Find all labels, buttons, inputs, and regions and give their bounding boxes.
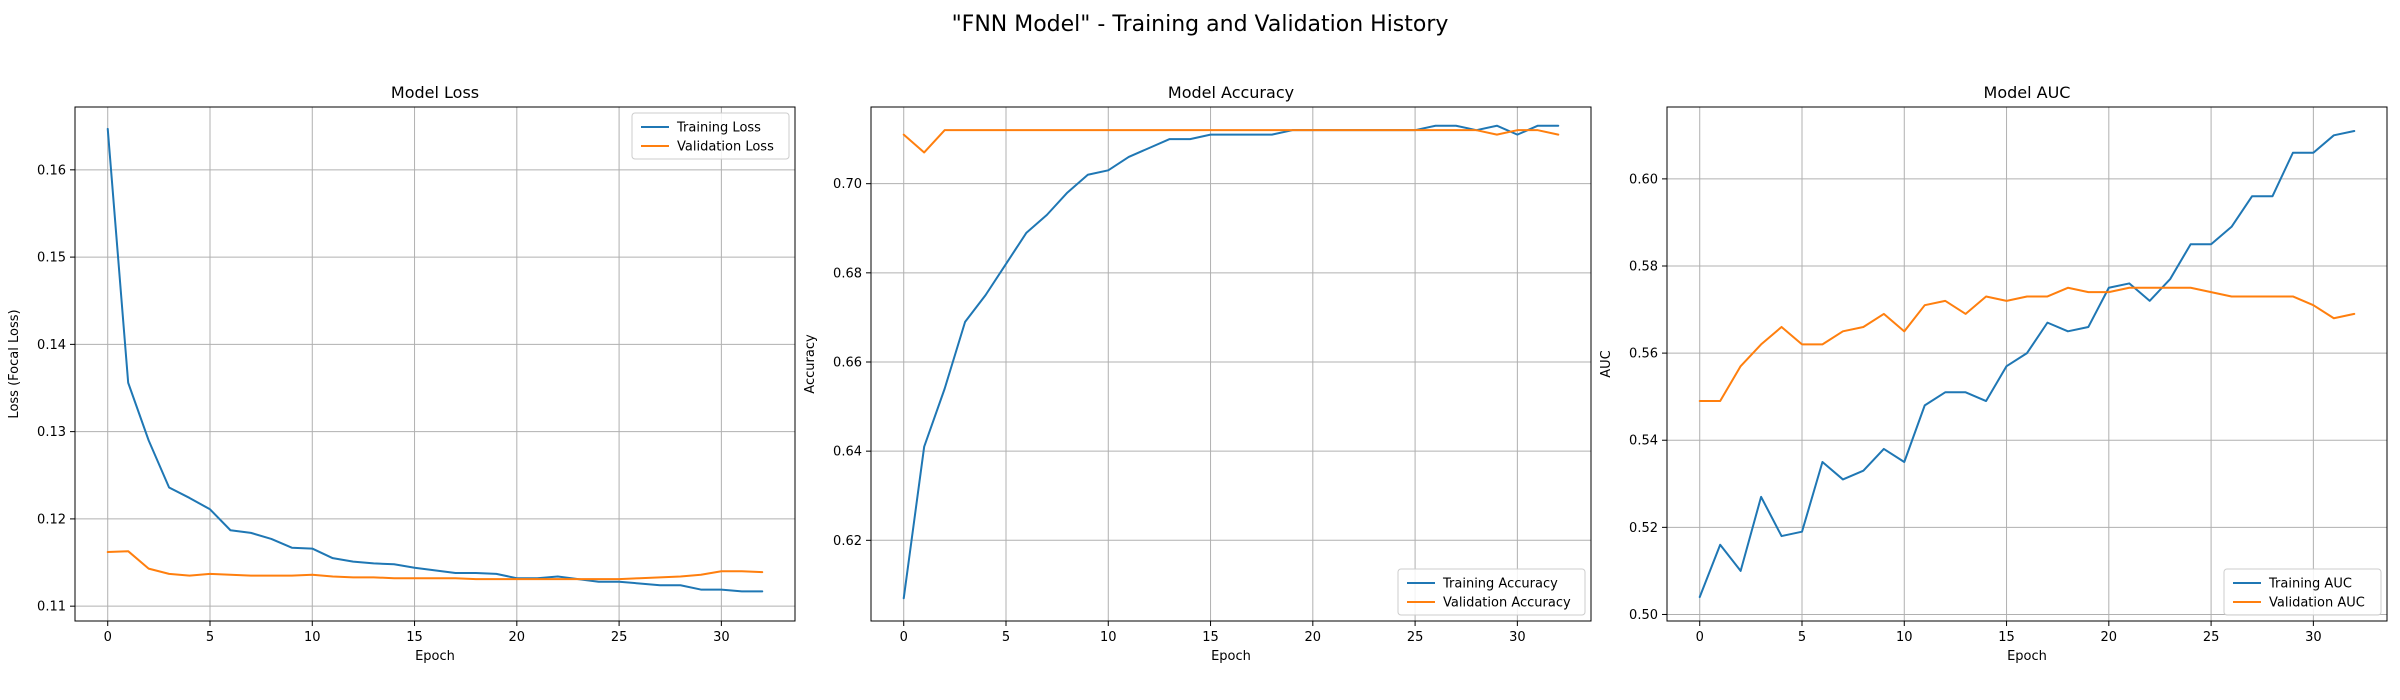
y-axis-label-auc: AUC: [1599, 350, 1614, 378]
legend-label-accuracy-training: Training Accuracy: [1442, 577, 1558, 592]
series-line-loss-training: [106, 127, 764, 593]
y-tick-label-loss-0: 0.11: [37, 600, 66, 615]
y-tick-label-auc-2: 0.54: [1629, 434, 1658, 449]
y-tick-label-loss-4: 0.15: [37, 251, 66, 266]
x-tick-label-loss-0: 0: [104, 630, 112, 645]
x-tick-label-auc-6: 30: [2305, 630, 2322, 645]
x-tick-label-auc-4: 20: [2101, 630, 2118, 645]
chart-title-loss: Model Loss: [391, 83, 479, 102]
series-line-loss-validation: [106, 550, 764, 581]
y-tick-label-auc-0: 0.50: [1629, 608, 1658, 623]
chart-title-auc: Model AUC: [1984, 83, 2071, 102]
series-line-accuracy-validation: [902, 129, 1560, 154]
chart-auc: 0 5 10 15 20 25 30 0.50 0.52 0.54 0.56 0.58 0.60 Mode…: [1599, 83, 2388, 664]
y-tick-label-auc-1: 0.52: [1629, 521, 1658, 536]
series-line-accuracy-training: [902, 124, 1560, 600]
x-tick-label-accuracy-6: 30: [1509, 630, 1526, 645]
y-axis-label-accuracy: Accuracy: [803, 334, 818, 394]
legend-label-loss-training: Training Loss: [676, 121, 761, 136]
y-axis-label-loss: Loss (Focal Loss): [7, 309, 22, 418]
x-tick-label-loss-1: 5: [206, 630, 214, 645]
y-tick-label-auc-5: 0.60: [1629, 172, 1658, 187]
x-tick-label-loss-6: 30: [713, 630, 730, 645]
y-tick-label-auc-4: 0.58: [1629, 259, 1658, 274]
x-tick-label-loss-2: 10: [304, 630, 321, 645]
legend-box-auc: [2223, 568, 2382, 616]
x-tick-label-loss-4: 20: [509, 630, 526, 645]
x-tick-label-accuracy-0: 0: [900, 630, 908, 645]
axes-frame-loss: [74, 106, 796, 622]
x-tick-label-accuracy-3: 15: [1202, 630, 1219, 645]
x-tick-label-auc-3: 15: [1998, 630, 2015, 645]
x-tick-label-accuracy-5: 25: [1407, 630, 1424, 645]
x-axis-label-loss: Epoch: [415, 649, 455, 664]
x-tick-label-auc-2: 10: [1896, 630, 1913, 645]
legend-accuracy: Training Accuracy Validation Accuracy: [1397, 568, 1586, 616]
series-line-auc-validation: [1698, 286, 2356, 403]
legend-label-auc-validation: Validation AUC: [2269, 596, 2365, 611]
y-tick-label-accuracy-2: 0.66: [833, 355, 862, 370]
legend-label-loss-validation: Validation Loss: [677, 140, 774, 155]
y-tick-label-loss-5: 0.16: [37, 163, 66, 178]
x-tick-label-loss-3: 15: [406, 630, 423, 645]
x-tick-label-loss-5: 25: [611, 630, 628, 645]
figure-title: "FNN Model" - Training and Validation Hi…: [952, 12, 1449, 37]
legend-label-auc-training: Training AUC: [2268, 577, 2352, 592]
legend-label-accuracy-validation: Validation Accuracy: [1443, 596, 1571, 611]
y-tick-label-accuracy-1: 0.64: [833, 445, 862, 460]
legend-auc: Training AUC Validation AUC: [2223, 568, 2382, 616]
legend-loss: Training Loss Validation Loss: [631, 112, 790, 160]
x-tick-label-accuracy-4: 20: [1305, 630, 1322, 645]
x-tick-label-auc-5: 25: [2203, 630, 2220, 645]
x-tick-label-accuracy-2: 10: [1100, 630, 1117, 645]
x-axis-label-accuracy: Epoch: [1211, 649, 1251, 664]
series-line-auc-training: [1698, 129, 2356, 599]
y-tick-label-loss-3: 0.14: [37, 338, 66, 353]
chart-title-accuracy: Model Accuracy: [1168, 83, 1294, 102]
legend-box-accuracy: [1397, 568, 1586, 616]
chart-loss: 0 5 10 15 20 25 30 0.11 0.12 0.13 0.14 0.15 0.16 Mode…: [7, 83, 796, 664]
axes-frame-accuracy: [870, 106, 1592, 622]
y-tick-label-auc-3: 0.56: [1629, 347, 1658, 362]
x-tick-label-auc-1: 5: [1798, 630, 1806, 645]
x-tick-label-auc-0: 0: [1696, 630, 1704, 645]
legend-box-loss: [631, 112, 790, 160]
y-tick-label-accuracy-4: 0.70: [833, 177, 862, 192]
axes-frame-auc: [1666, 106, 2388, 622]
y-tick-label-accuracy-0: 0.62: [833, 534, 862, 549]
y-tick-label-accuracy-3: 0.68: [833, 266, 862, 281]
chart-accuracy: 0 5 10 15 20 25 30 0.62 0.64 0.66 0.68 0.70 Model Ac…: [803, 83, 1592, 664]
y-tick-label-loss-2: 0.13: [37, 425, 66, 440]
x-tick-label-accuracy-1: 5: [1002, 630, 1010, 645]
y-tick-label-loss-1: 0.12: [37, 512, 66, 527]
x-axis-label-auc: Epoch: [2007, 649, 2047, 664]
